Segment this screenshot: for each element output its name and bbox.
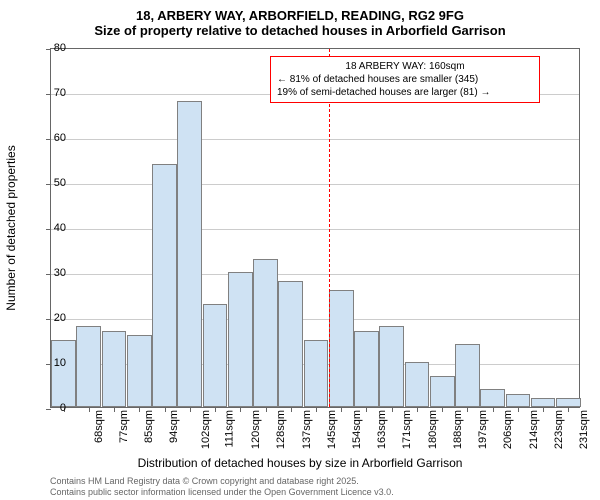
histogram-bar xyxy=(329,290,354,407)
x-tick-mark xyxy=(316,407,317,412)
x-tick-label: 137sqm xyxy=(301,410,313,449)
annotation-line-3: 19% of semi-detached houses are larger (… xyxy=(277,86,533,99)
x-tick-mark xyxy=(417,407,418,412)
x-tick-mark xyxy=(114,407,115,412)
histogram-bar xyxy=(455,344,480,407)
x-tick-mark xyxy=(467,407,468,412)
histogram-bar xyxy=(152,164,177,407)
x-tick-mark xyxy=(165,407,166,412)
x-tick-label: 120sqm xyxy=(250,410,262,449)
histogram-bar xyxy=(430,376,455,408)
x-tick-mark xyxy=(442,407,443,412)
x-tick-label: 223sqm xyxy=(553,410,565,449)
y-axis-label: Number of detached properties xyxy=(4,145,18,310)
histogram-bar xyxy=(405,362,430,407)
grid-line xyxy=(51,274,579,275)
x-tick-label: 214sqm xyxy=(528,410,540,449)
y-tick-label: 50 xyxy=(36,177,66,189)
x-tick-mark xyxy=(190,407,191,412)
y-tick-label: 30 xyxy=(36,267,66,279)
footer-line-1: Contains HM Land Registry data © Crown c… xyxy=(50,476,394,487)
histogram-bar xyxy=(228,272,253,407)
x-axis-label: Distribution of detached houses by size … xyxy=(0,456,600,470)
x-tick-label: 128sqm xyxy=(275,410,287,449)
histogram-bar xyxy=(304,340,329,408)
histogram-bar xyxy=(203,304,228,408)
y-tick-label: 40 xyxy=(36,222,66,234)
x-tick-label: 85sqm xyxy=(143,410,155,443)
chart-title-sub: Size of property relative to detached ho… xyxy=(0,23,600,42)
x-tick-label: 180sqm xyxy=(427,410,439,449)
grid-line xyxy=(51,229,579,230)
x-tick-mark xyxy=(392,407,393,412)
grid-line xyxy=(51,139,579,140)
histogram-bar xyxy=(556,398,581,407)
x-tick-mark xyxy=(568,407,569,412)
x-tick-mark xyxy=(518,407,519,412)
x-tick-mark xyxy=(366,407,367,412)
y-tick-label: 60 xyxy=(36,132,66,144)
y-tick-label: 0 xyxy=(36,402,66,414)
histogram-bar xyxy=(253,259,278,408)
histogram-bar xyxy=(127,335,152,407)
x-tick-label: 188sqm xyxy=(452,410,464,449)
x-tick-mark xyxy=(291,407,292,412)
annotation-line-1: 18 ARBERY WAY: 160sqm xyxy=(277,60,533,73)
x-tick-label: 77sqm xyxy=(118,410,130,443)
chart-title-main: 18, ARBERY WAY, ARBORFIELD, READING, RG2… xyxy=(0,0,600,23)
x-tick-mark xyxy=(543,407,544,412)
y-tick-label: 80 xyxy=(36,42,66,54)
x-tick-label: 68sqm xyxy=(93,410,105,443)
histogram-bar xyxy=(379,326,404,407)
histogram-bar xyxy=(278,281,303,407)
x-tick-label: 145sqm xyxy=(326,410,338,449)
grid-line xyxy=(51,184,579,185)
x-tick-label: 111sqm xyxy=(223,410,235,448)
grid-line xyxy=(51,319,579,320)
y-tick-label: 70 xyxy=(36,87,66,99)
histogram-bar xyxy=(76,326,101,407)
histogram-bar xyxy=(506,394,531,408)
histogram-bar xyxy=(354,331,379,408)
histogram-bar xyxy=(177,101,202,407)
x-tick-label: 163sqm xyxy=(376,410,388,449)
x-tick-mark xyxy=(493,407,494,412)
x-tick-label: 171sqm xyxy=(402,410,414,449)
histogram-bar xyxy=(531,398,556,407)
x-tick-mark xyxy=(266,407,267,412)
x-tick-label: 197sqm xyxy=(477,410,489,449)
footer-attribution: Contains HM Land Registry data © Crown c… xyxy=(50,476,394,498)
x-tick-label: 102sqm xyxy=(200,410,212,449)
x-tick-mark xyxy=(215,407,216,412)
x-tick-mark xyxy=(240,407,241,412)
histogram-bar xyxy=(480,389,505,407)
x-tick-label: 94sqm xyxy=(168,410,180,443)
annotation-line-2: ← 81% of detached houses are smaller (34… xyxy=(277,73,533,86)
x-tick-mark xyxy=(341,407,342,412)
x-tick-label: 231sqm xyxy=(578,410,590,449)
histogram-bar xyxy=(102,331,127,408)
x-tick-mark xyxy=(89,407,90,412)
histogram-bar xyxy=(51,340,76,408)
footer-line-2: Contains public sector information licen… xyxy=(50,487,394,498)
annotation-box: 18 ARBERY WAY: 160sqm ← 81% of detached … xyxy=(270,56,540,103)
x-tick-label: 206sqm xyxy=(503,410,515,449)
y-tick-label: 20 xyxy=(36,312,66,324)
x-tick-label: 154sqm xyxy=(351,410,363,449)
x-tick-mark xyxy=(139,407,140,412)
y-tick-label: 10 xyxy=(36,357,66,369)
